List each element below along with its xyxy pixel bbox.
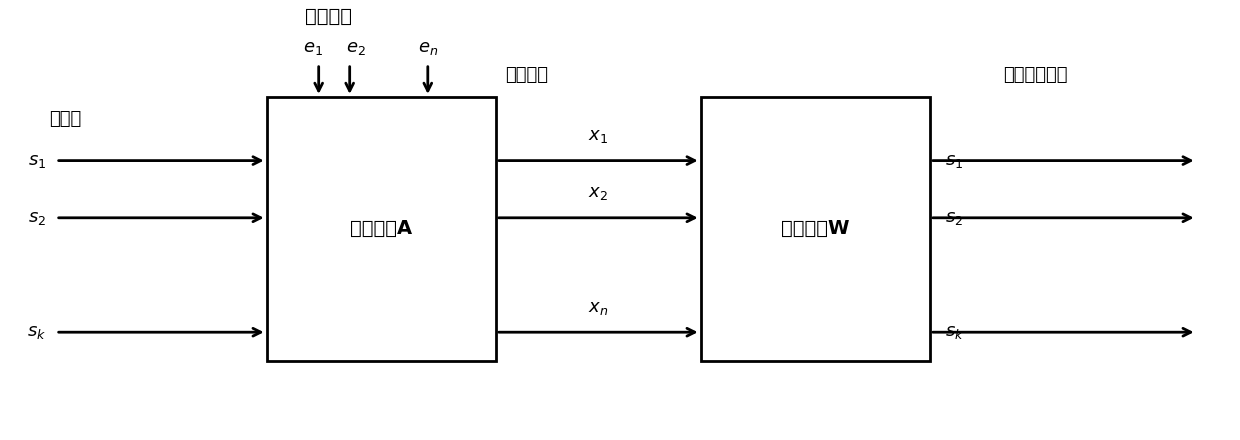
Text: $s_2$: $s_2$ (945, 209, 963, 227)
Text: 源变量: 源变量 (50, 110, 82, 128)
Text: $s_k$: $s_k$ (945, 323, 963, 341)
Text: $x_1$: $x_1$ (588, 127, 609, 145)
Bar (267, 97, 496, 361)
Text: $e_n$: $e_n$ (418, 39, 438, 57)
Bar (701, 97, 930, 361)
Text: $s_k$: $s_k$ (27, 323, 46, 341)
Text: $e_2$: $e_2$ (346, 39, 366, 57)
Text: $s_1$: $s_1$ (27, 152, 46, 169)
Text: $e_1$: $e_1$ (303, 39, 322, 57)
Text: $s_1$: $s_1$ (945, 152, 963, 169)
Text: $s_2$: $s_2$ (27, 209, 46, 227)
Text: $x_n$: $x_n$ (588, 299, 609, 317)
Text: 噪声干扰: 噪声干扰 (305, 7, 352, 26)
Text: 源变量的估计: 源变量的估计 (1003, 66, 1068, 84)
Text: 混合变量: 混合变量 (506, 66, 548, 84)
Text: 混合系统A: 混合系统A (350, 219, 413, 238)
Text: 解混系统W: 解混系统W (781, 219, 849, 238)
Text: $x_2$: $x_2$ (588, 184, 609, 202)
